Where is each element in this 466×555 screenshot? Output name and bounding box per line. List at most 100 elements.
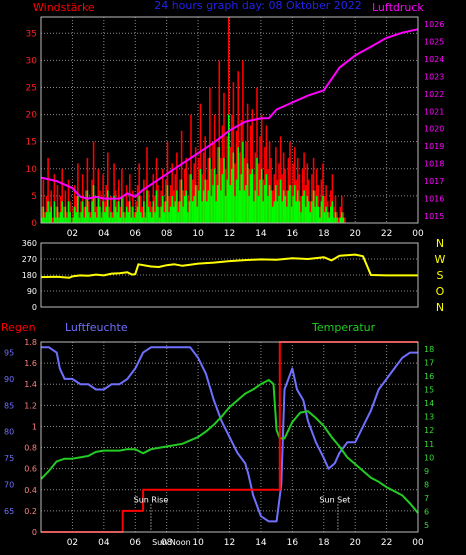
- env-x-tick-label: 18: [318, 538, 330, 548]
- wind-speed-bar: [185, 190, 188, 223]
- pressure-y-tick-label: 1015: [424, 212, 444, 221]
- pressure-y-tick-label: 1018: [424, 160, 444, 169]
- wind-speed-bar: [162, 195, 164, 223]
- wind-speed-bar: [113, 195, 115, 223]
- wind-speed-bar: [116, 212, 118, 223]
- gust-bar: [273, 174, 276, 223]
- env-x-tick-label: 06: [130, 538, 142, 548]
- gust-bar: [83, 206, 85, 223]
- gust-bar: [293, 147, 296, 223]
- gust-bar: [169, 185, 172, 223]
- wind-speed-bar: [304, 206, 307, 223]
- wind-speed-bar: [160, 206, 162, 223]
- gust-bar: [339, 206, 342, 223]
- wind-speed-bar: [196, 206, 199, 223]
- wind-speed-bar: [58, 217, 60, 223]
- gust-bar: [55, 206, 57, 223]
- rain-humidity-temperature-panel: 00.20.40.60.811.21.41.61.865707580859095…: [4, 338, 434, 548]
- pressure-y-tick-label: 1026: [424, 20, 444, 29]
- wind-x-tick-label: 08: [161, 229, 173, 239]
- gust-bar: [287, 157, 290, 223]
- gust-bar: [80, 201, 82, 223]
- wind-speed-bar: [221, 174, 224, 223]
- wind-speed-bar: [293, 185, 296, 223]
- wind-speed-bar: [97, 195, 100, 223]
- wind-speed-bar: [47, 201, 49, 223]
- gust-bar: [333, 206, 335, 223]
- wind-x-tick-label: 04: [98, 229, 110, 239]
- wind-speed-bar: [218, 147, 221, 223]
- wind-speed-bar: [138, 195, 140, 223]
- env-x-tick-label: 16: [287, 538, 299, 548]
- wind-y-tick-label: 15: [26, 138, 37, 148]
- gust-bar: [234, 163, 236, 223]
- wind-speed-bar: [121, 195, 123, 223]
- gust-bar: [185, 157, 188, 223]
- wind-speed-bar: [147, 206, 150, 223]
- wind-speed-bar: [323, 212, 326, 223]
- wind-speed-bar: [210, 195, 213, 223]
- pressure-y-tick-label: 1017: [424, 177, 444, 186]
- humidity-y-tick-label: 80: [4, 428, 14, 437]
- pressure-y-tick-label: 1025: [424, 37, 444, 46]
- wind-speed-bar: [246, 163, 249, 223]
- env-x-tick-label: 12: [224, 538, 235, 548]
- wind-speed-bar: [176, 190, 178, 223]
- gust-bar: [312, 157, 315, 223]
- gust-bar: [168, 195, 170, 223]
- gust-bar: [61, 168, 63, 223]
- wind-speed-bar: [264, 185, 266, 223]
- gust-bar: [331, 174, 334, 223]
- wind-x-tick-label: 22: [381, 229, 392, 239]
- wind-speed-bar: [75, 212, 78, 223]
- wind-speed-bar: [281, 201, 283, 223]
- wind-y-tick-label: 5: [31, 192, 37, 202]
- wind-speed-bar: [267, 195, 269, 223]
- wind-y-tick-label: 0: [31, 219, 37, 229]
- gust-bar: [290, 185, 293, 223]
- temperature-y-tick-label: 8: [424, 481, 429, 490]
- gust-bar: [70, 217, 73, 223]
- wind-speed-bar: [245, 185, 247, 223]
- wind-x-tick-label: 18: [318, 229, 330, 239]
- wind-speed-bar: [166, 185, 169, 223]
- wind-x-tick-label: 16: [287, 229, 299, 239]
- gust-bar: [304, 185, 307, 223]
- wind-speed-bar: [48, 212, 51, 223]
- wind-speed-bar: [66, 217, 68, 223]
- wind-speed-bar: [140, 212, 142, 223]
- gust-bar: [122, 195, 125, 223]
- wind-speed-bar: [124, 217, 126, 223]
- wind-speed-bar: [286, 206, 288, 223]
- gust-bar: [199, 103, 202, 223]
- rain-y-tick-label: 0.6: [24, 465, 37, 474]
- gust-bar: [130, 206, 133, 223]
- wind-speed-bar: [110, 212, 112, 223]
- wind-speed-bar: [224, 195, 227, 223]
- wind-speed-bar: [158, 217, 161, 223]
- wind-speed-bar: [171, 195, 173, 223]
- wind-speed-bar: [262, 201, 265, 223]
- gust-bar: [264, 147, 266, 223]
- temperature-y-tick-label: 11: [424, 440, 434, 449]
- wind-speed-bar: [333, 217, 335, 223]
- wind-speed-bar: [193, 195, 195, 223]
- rain-y-tick-label: 0.4: [24, 486, 37, 495]
- wind-speed-bar: [199, 168, 202, 223]
- gust-bar: [303, 152, 305, 223]
- gust-bar: [146, 147, 148, 223]
- gust-bar: [176, 152, 178, 223]
- gust-bar: [322, 163, 324, 223]
- wind-speed-bar: [331, 201, 334, 223]
- pressure-axis-title: Luftdruck: [372, 1, 424, 14]
- gust-bar: [254, 152, 257, 223]
- wind-speed-bar: [91, 201, 93, 223]
- env-plot-frame: [40, 341, 419, 533]
- wind-speed-bar: [207, 190, 210, 223]
- wind-speed-bar: [256, 157, 258, 223]
- wind-speed-bar: [341, 212, 343, 223]
- gust-bar: [246, 103, 249, 223]
- wind-speed-bar: [317, 206, 320, 223]
- gust-bar: [297, 157, 299, 223]
- gust-bar: [129, 174, 131, 223]
